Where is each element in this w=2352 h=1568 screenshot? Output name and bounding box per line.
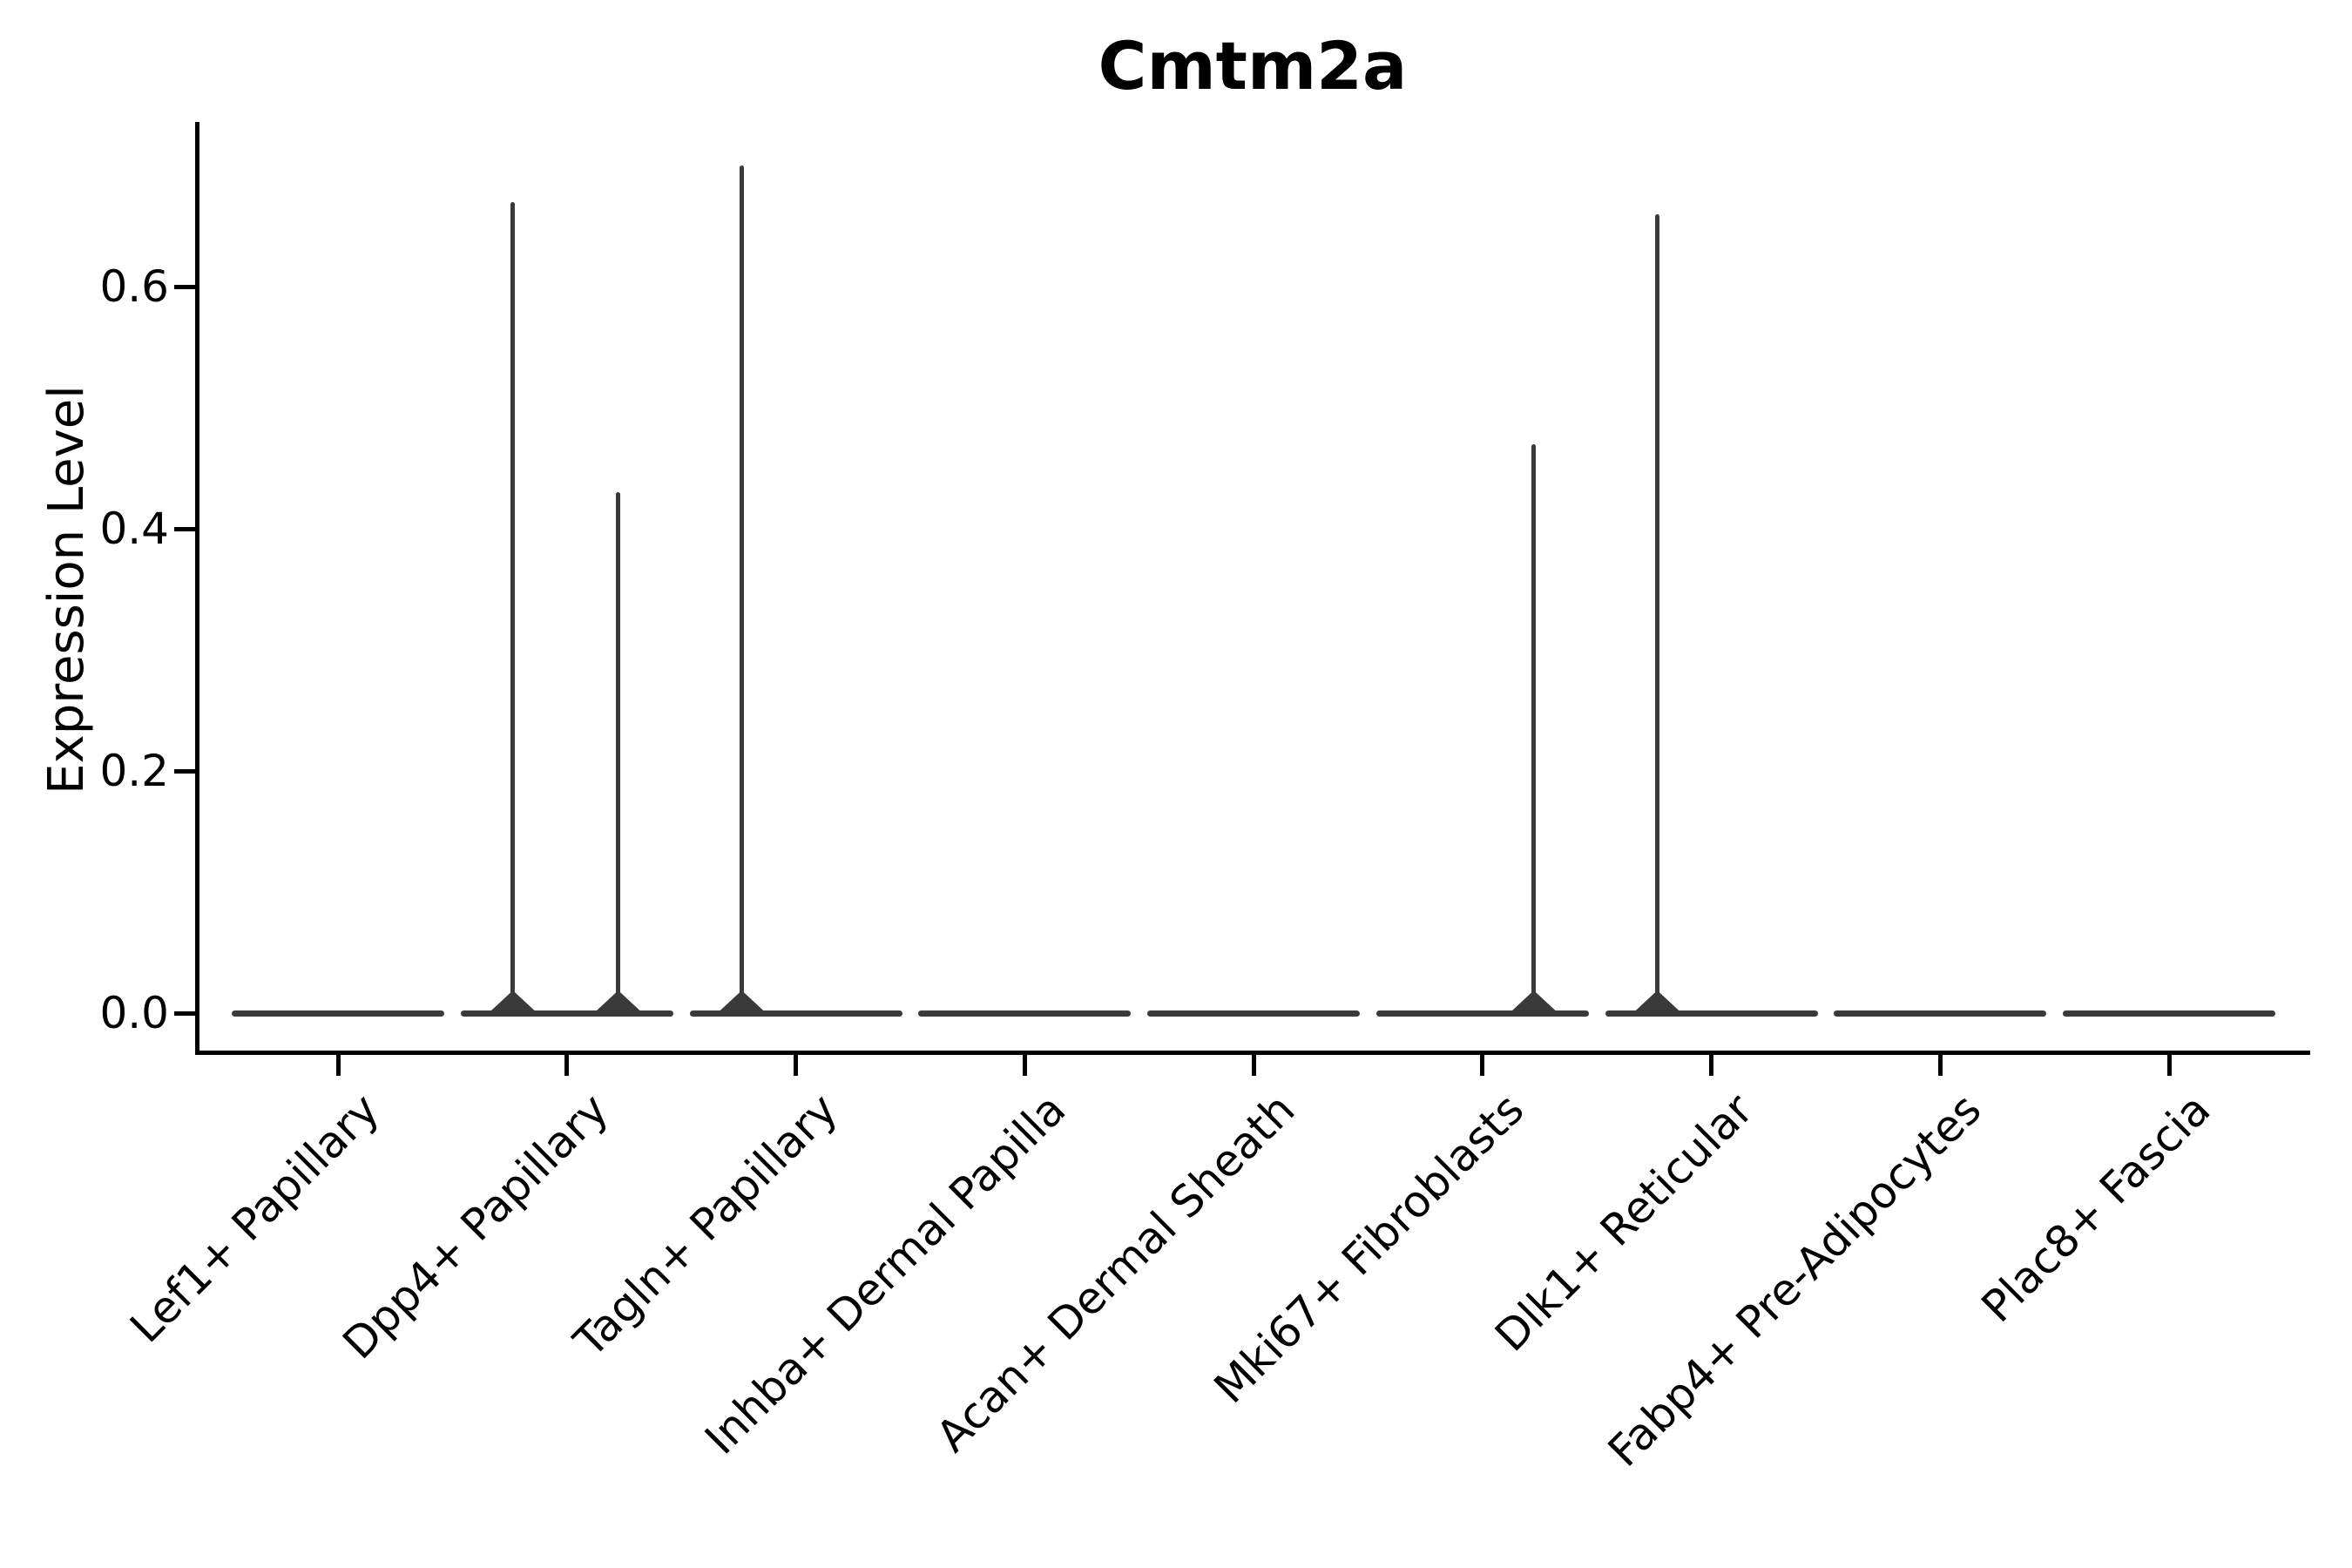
violin-body <box>1147 1010 1360 1017</box>
violin-body <box>2063 1010 2275 1017</box>
y-tick-label: 0.0 <box>99 988 169 1038</box>
violin-body <box>460 1010 673 1017</box>
violin-spike <box>1531 443 1537 1013</box>
violin-body <box>1834 1010 2047 1017</box>
x-tick-label: Inhba+ Dermal Papilla <box>695 1084 1076 1464</box>
x-tick <box>794 1055 798 1076</box>
x-tick-label: Tagln+ Papillary <box>564 1084 847 1367</box>
x-tick <box>1022 1055 1027 1076</box>
y-tick-label: 0.2 <box>99 746 169 796</box>
y-tick-label: 0.4 <box>99 504 169 554</box>
x-tick <box>335 1055 341 1076</box>
y-axis-label: Expression Level <box>38 385 95 794</box>
y-tick <box>174 768 195 774</box>
x-tick-label: Dpp4+ Papillary <box>333 1084 618 1369</box>
violin-body <box>918 1010 1132 1017</box>
y-tick-label: 0.6 <box>99 261 169 312</box>
violin-body <box>1605 1010 1818 1017</box>
violin-spike <box>740 166 744 1013</box>
violin-spike <box>510 201 516 1013</box>
violin-spike <box>616 492 621 1013</box>
x-tick <box>1937 1055 1943 1076</box>
x-tick <box>1480 1055 1485 1076</box>
x-tick <box>2166 1055 2172 1076</box>
y-tick <box>174 1010 195 1016</box>
violin-body <box>1375 1010 1589 1017</box>
x-tick-label: Acan+ Dermal Sheath <box>926 1084 1305 1462</box>
chart-title: Cmtm2a <box>1098 27 1408 105</box>
x-tick-label: Mki67+ Fibroblasts <box>1204 1084 1534 1414</box>
y-axis-spine <box>195 122 199 1055</box>
x-tick-label: Fabp4+ Pre-Adipocytes <box>1598 1084 1991 1477</box>
x-tick <box>1251 1055 1256 1076</box>
violin-body <box>689 1010 902 1017</box>
violin-body <box>232 1010 444 1017</box>
y-tick <box>174 526 195 531</box>
x-tick-label: Plac8+ Fascia <box>1971 1084 2220 1333</box>
y-tick <box>174 284 195 289</box>
violin-spike <box>1655 213 1659 1013</box>
x-axis-spine <box>195 1051 2310 1055</box>
x-tick <box>1709 1055 1713 1076</box>
x-tick-label: Dlk1+ Reticular <box>1484 1084 1762 1362</box>
x-tick <box>564 1055 570 1076</box>
